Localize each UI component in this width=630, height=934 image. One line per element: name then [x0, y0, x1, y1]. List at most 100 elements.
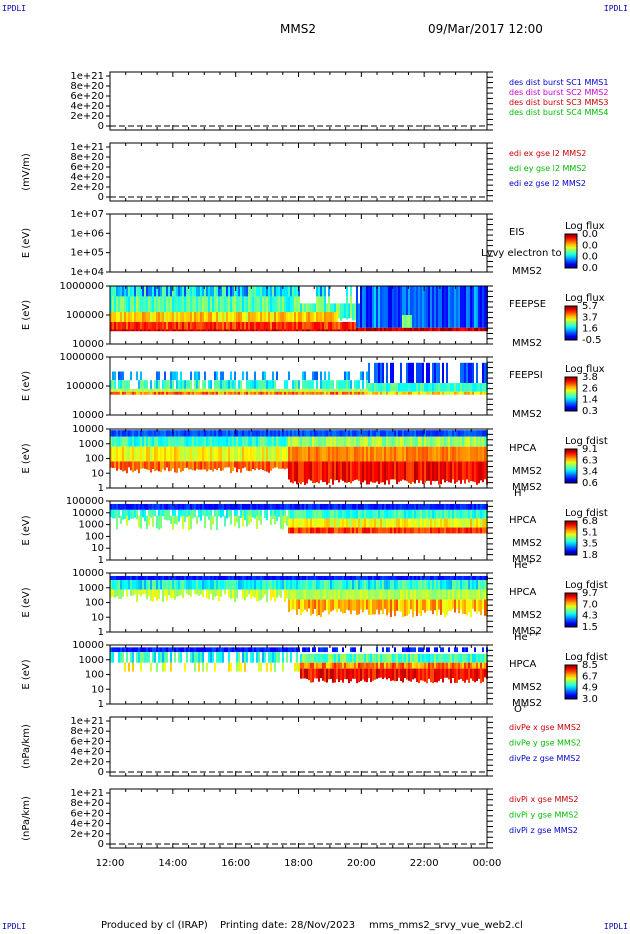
legend-entry: edi ex gse l2 MMS2	[509, 149, 586, 158]
footer-produced-by: Produced by cl (IRAP)	[101, 920, 208, 931]
y-tick-label: 1e+04	[70, 267, 104, 278]
colorbar-tick-label: 3.8	[582, 372, 598, 383]
legend-entry: divPi x gse MMS2	[509, 795, 578, 804]
y-tick-label: 8e+20	[70, 81, 104, 92]
colorbar-title: Log flux	[565, 221, 605, 232]
y-tick-label: 8e+20	[70, 152, 104, 163]
legend-entry: divPi y gse MMS2	[509, 810, 578, 819]
y-tick-label: 6e+20	[70, 91, 104, 102]
y-axis-label: (mV/m)	[21, 153, 32, 191]
y-tick-label: 1000	[79, 655, 104, 666]
spacecraft-label: MMS2	[512, 610, 542, 621]
colorbar-tick-label: 0.0	[582, 263, 598, 274]
y-tick-label: 0	[98, 121, 104, 132]
colorbar-tick-label: 8.5	[582, 660, 598, 671]
corner-label-bottom-left: IPDLI	[2, 922, 27, 931]
y-tick-label: 1e+05	[70, 248, 104, 259]
colorbar-title: Log flux	[565, 293, 605, 304]
colorbar-title: Log fdist	[565, 580, 608, 591]
y-axis-label: (nPa/km)	[21, 796, 32, 841]
y-tick-label: 10000	[72, 424, 104, 435]
colorbar-tick-label: 6.8	[582, 516, 598, 527]
instrument-label: HPCA	[509, 443, 537, 454]
y-tick-label: 10	[91, 684, 104, 695]
panel-4: 1000000 100000 10000 E (eV) FEEPSE MMS2 Log fl…	[21, 281, 605, 350]
species-label: O+	[514, 702, 528, 715]
y-tick-label: 1000	[79, 520, 104, 531]
panel-frame	[109, 788, 488, 849]
corner-label-top-right: IPDLI	[603, 4, 628, 13]
y-tick-label: 1	[98, 555, 104, 566]
y-axis-label: (nPa/km)	[21, 724, 32, 769]
colorbar-title: Log fdist	[565, 652, 608, 663]
y-tick-label: 10000	[72, 410, 104, 421]
instrument-label: EIS	[509, 227, 525, 238]
colorbar	[564, 664, 578, 700]
spacecraft-label: MMS2	[512, 538, 542, 549]
colorbar	[564, 305, 578, 341]
colorbar-tick-label: 3.4	[582, 467, 598, 478]
colorbar-tick-label: 1.4	[582, 395, 598, 406]
charge-label: +	[528, 558, 534, 566]
y-tick-label: 4e+20	[70, 819, 104, 830]
y-tick-label: 1e+21	[70, 71, 104, 82]
y-tick-label: 100000	[66, 496, 104, 507]
colorbar-tick-label: 1.6	[582, 324, 598, 335]
y-tick-label: 1e+07	[70, 209, 104, 220]
y-tick-label: 8e+20	[70, 726, 104, 737]
colorbar-tick-label: 5.1	[582, 527, 598, 538]
colorbar-tick-label: 0.6	[582, 478, 598, 489]
legend-entry: des dist burst SC2 MMS2	[509, 88, 608, 97]
legend-entry: divPi z gse MMS2	[509, 826, 578, 835]
colorbar-tick-label: 3.5	[582, 539, 598, 550]
colorbar-tick-label: 9.1	[582, 444, 598, 455]
charge-label: +	[522, 702, 528, 710]
colorbar-tick-label: 6.3	[582, 455, 598, 466]
colorbar-tick-label: 0.3	[582, 406, 598, 417]
y-tick-label: 4e+20	[70, 172, 104, 183]
spacecraft-label: MMS2	[512, 466, 542, 477]
y-tick-label: 100	[85, 598, 104, 609]
y-tick-label: 6e+20	[70, 736, 104, 747]
y-tick-label: 1000	[79, 583, 104, 594]
corner-label-bottom-right: IPDLI	[603, 922, 628, 931]
panel-3: 1e+07 1e+06 1e+05 1e+04 E (eV) EIS MMS2 Lvvy el…	[21, 209, 605, 278]
y-tick-label: 6e+20	[70, 162, 104, 173]
y-tick-label: 1e+21	[70, 788, 104, 799]
y-axis-label: E (eV)	[21, 587, 32, 617]
x-tick-label: 16:00	[221, 858, 250, 869]
instrument-label: HPCA	[509, 515, 537, 526]
colorbar	[564, 592, 578, 628]
colorbar-tick-label: 3.7	[582, 312, 598, 323]
spacecraft-label: MMS2	[512, 554, 542, 565]
y-tick-label: 2e+20	[70, 829, 104, 840]
spacecraft-label: MMS2	[512, 482, 542, 493]
panel-5: 1000000 100000 10000 E (eV) FEEPSI MMS2 Log fl…	[21, 352, 605, 421]
y-axis-label: E (eV)	[21, 228, 32, 258]
legend-entry: divPe z gse MMS2	[509, 754, 580, 763]
charge-label: +	[522, 486, 528, 494]
colorbar	[564, 520, 578, 556]
y-tick-label: 10000	[72, 339, 104, 350]
instrument-label: HPCA	[509, 659, 537, 670]
y-tick-label: 10	[91, 543, 104, 554]
x-tick-label: 14:00	[158, 858, 187, 869]
x-tick-label: 20:00	[347, 858, 376, 869]
colorbar-tick-label: 0.0	[582, 252, 598, 263]
colorbar-tick-label: 1.5	[582, 622, 598, 633]
colorbar-tick-label: 4.9	[582, 683, 598, 694]
x-tick-label: 00:00	[473, 858, 502, 869]
y-axis-label: E (eV)	[21, 371, 32, 401]
spacecraft-label: MMS2	[512, 626, 542, 637]
colorbar-tick-label: 7.0	[582, 599, 598, 610]
y-axis-label: E (eV)	[21, 443, 32, 473]
colorbar	[564, 448, 578, 484]
colorbar-tick-label: 0.0	[582, 229, 598, 240]
y-tick-label: 1	[98, 483, 104, 494]
panel-frame	[109, 71, 488, 131]
species-label: H+	[514, 486, 528, 499]
